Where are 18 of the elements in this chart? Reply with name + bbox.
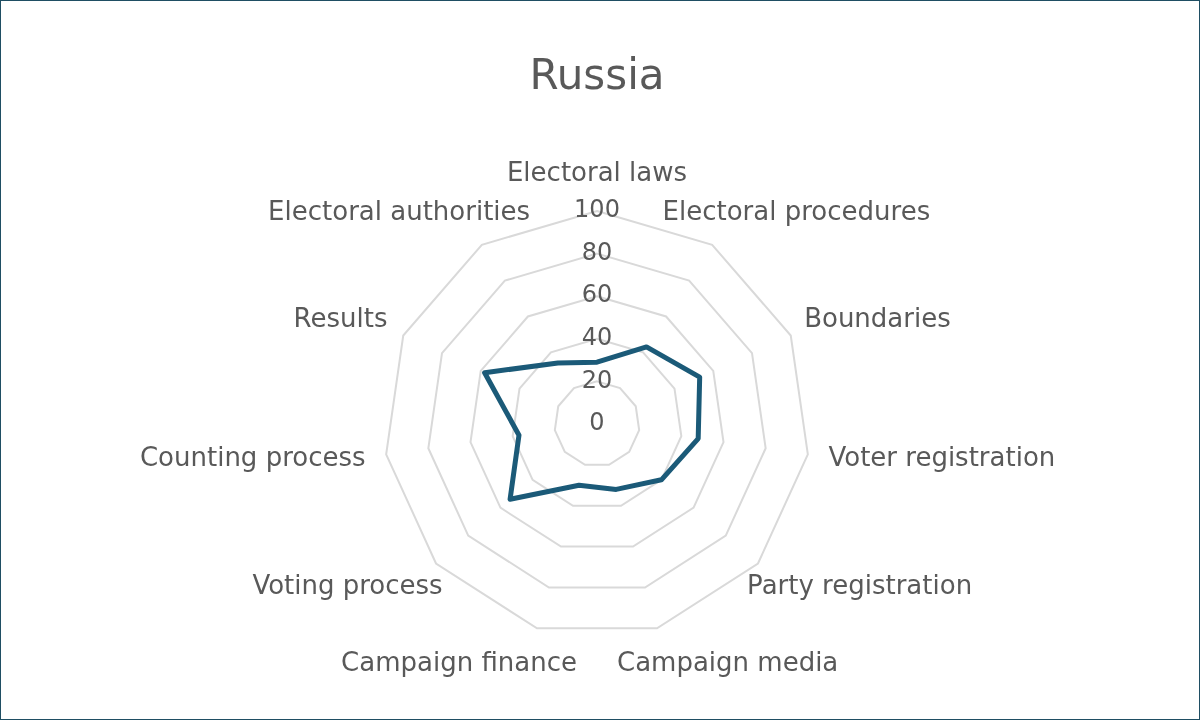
y-tick-label: 0 [589, 408, 605, 437]
chart-title: Russia [529, 50, 665, 100]
spoke-label: Party registration [747, 570, 973, 601]
y-tick-label: 60 [581, 280, 613, 309]
spoke-label: Results [293, 302, 388, 333]
spoke-label: Voter registration [828, 442, 1056, 473]
y-tick-label: 80 [581, 237, 613, 266]
spoke-label: Electoral procedures [662, 196, 931, 227]
spoke-label: Campaign finance [341, 646, 578, 677]
spoke-label: Voting process [252, 570, 443, 601]
spoke-label: Counting process [139, 442, 366, 473]
y-tick-label: 100 [574, 195, 620, 224]
spoke-label: Boundaries [804, 302, 951, 333]
y-tick-label: 40 [581, 323, 613, 352]
spoke-label: Electoral authorities [268, 196, 531, 227]
spoke-label: Campaign media [617, 646, 839, 677]
y-tick-label: 20 [581, 365, 613, 394]
spoke-label: Electoral laws [506, 156, 688, 187]
